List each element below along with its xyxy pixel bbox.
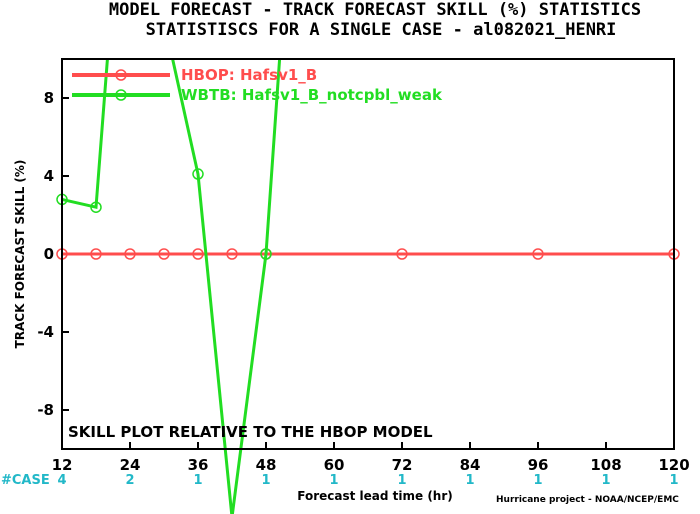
plot-frame — [61, 58, 675, 450]
chart-title-line2: STATISTISCS FOR A SINGLE CASE - al082021… — [146, 20, 617, 40]
case-count: 2 — [125, 473, 134, 488]
x-axis-label: Forecast lead time (hr) — [297, 489, 453, 503]
credit-text: Hurricane project - NOAA/NCEP/EMC — [496, 495, 679, 505]
case-count: 4 — [57, 473, 66, 488]
x-tick-label: 120 — [658, 456, 689, 474]
x-tick-label: 108 — [590, 456, 621, 474]
series-1-point — [90, 201, 102, 213]
series-1-point — [192, 168, 204, 180]
series-0-point — [532, 248, 544, 260]
series-0-point — [90, 248, 102, 260]
y-tick-label: 4 — [44, 167, 54, 185]
x-tick-label: 72 — [392, 456, 413, 474]
series-0-point — [396, 248, 408, 260]
case-count: 1 — [601, 473, 610, 488]
case-count: 1 — [669, 473, 678, 488]
y-tick-label: -4 — [37, 323, 54, 341]
x-tick-label: 24 — [120, 456, 141, 474]
x-tick-label: 96 — [528, 456, 549, 474]
relative-skill-annotation: SKILL PLOT RELATIVE TO THE HBOP MODEL — [68, 423, 433, 441]
y-axis-label: TRACK FORECAST SKILL (%) — [13, 160, 27, 349]
case-row-label: #CASE — [1, 473, 50, 488]
case-count: 1 — [193, 473, 202, 488]
series-0-point — [226, 248, 238, 260]
case-count: 1 — [261, 473, 270, 488]
y-tick-label: -8 — [37, 401, 54, 419]
x-tick-label: 36 — [188, 456, 209, 474]
series-0-point — [158, 248, 170, 260]
x-tick-label: 60 — [324, 456, 345, 474]
legend-marker-0 — [115, 69, 127, 81]
series-1-point — [260, 248, 272, 260]
y-tick-label: 0 — [44, 245, 54, 263]
x-tick-label: 84 — [460, 456, 481, 474]
case-count: 1 — [329, 473, 338, 488]
series-line-1 — [61, 58, 282, 514]
case-count: 1 — [397, 473, 406, 488]
legend: HBOP: Hafsv1_B WBTB: Hafsv1_B_notcpbl_wea… — [72, 66, 443, 104]
legend-label-0: HBOP: Hafsv1_B — [181, 66, 317, 84]
y-tick-label: 8 — [44, 89, 54, 107]
case-count: 1 — [465, 473, 474, 488]
case-counts: 4 2 1 1 1 1 1 1 1 1 — [57, 473, 678, 488]
chart-title-line1: MODEL FORECAST - TRACK FORECAST SKILL (%… — [109, 0, 641, 20]
x-tick-label: 48 — [256, 456, 277, 474]
legend-label-1: WBTB: Hafsv1_B_notcpbl_weak — [181, 86, 443, 104]
series-layer — [56, 58, 680, 514]
series-0-point — [124, 248, 136, 260]
case-count: 1 — [533, 473, 542, 488]
x-tick-label: 12 — [52, 456, 73, 474]
legend-marker-1 — [115, 89, 127, 101]
series-0-point — [192, 248, 204, 260]
